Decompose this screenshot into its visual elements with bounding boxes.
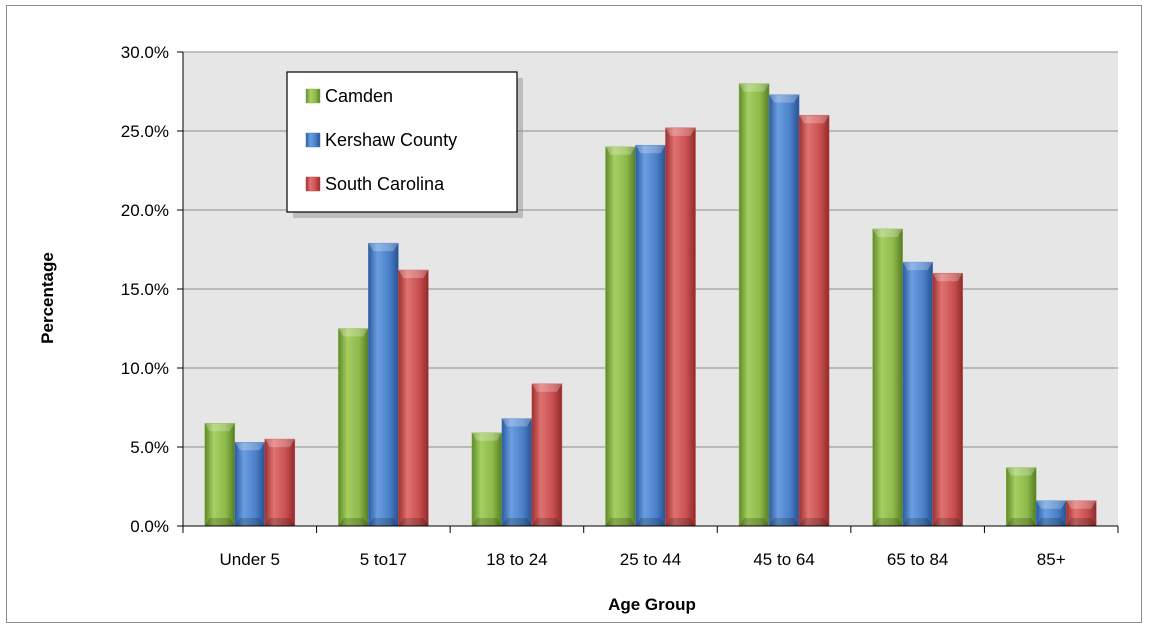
bar-kershaw-county bbox=[768, 94, 800, 527]
bar-camden bbox=[204, 423, 236, 527]
legend-item: Kershaw County bbox=[305, 130, 457, 150]
x-tick-label: 65 to 84 bbox=[887, 550, 948, 569]
y-tick-labels: 0.0% 5.0% 10.0% 15.0% 20.0% 25.0% 30.0% bbox=[121, 43, 183, 536]
legend-label: Kershaw County bbox=[325, 130, 457, 150]
x-tick-label: Under 5 bbox=[220, 550, 280, 569]
bar-south-carolina bbox=[665, 127, 696, 527]
bar-kershaw-county bbox=[501, 418, 533, 527]
bars bbox=[204, 83, 1097, 527]
y-tick-label: 0.0% bbox=[130, 517, 169, 536]
bar-camden bbox=[872, 228, 903, 527]
bar-south-carolina bbox=[798, 114, 830, 527]
y-axis-title: Percentage bbox=[38, 252, 57, 344]
y-tick-label: 25.0% bbox=[121, 122, 169, 141]
legend-swatch bbox=[305, 176, 321, 192]
x-tick-label: 5 to17 bbox=[360, 550, 407, 569]
y-tick-label: 30.0% bbox=[121, 43, 169, 62]
bar-south-carolina bbox=[264, 438, 296, 527]
y-tick-label: 10.0% bbox=[121, 359, 169, 378]
legend-swatch bbox=[305, 132, 321, 148]
legend-item: Camden bbox=[305, 86, 393, 106]
x-tick-label: 45 to 64 bbox=[753, 550, 814, 569]
bar-south-carolina bbox=[398, 269, 429, 527]
x-tick-label: 85+ bbox=[1037, 550, 1066, 569]
bar-camden bbox=[605, 146, 636, 527]
x-axis-title: Age Group bbox=[608, 595, 696, 614]
legend-item: South Carolina bbox=[305, 174, 445, 194]
legend-swatch bbox=[305, 88, 321, 104]
bar-kershaw-county bbox=[635, 144, 666, 527]
y-tick-label: 15.0% bbox=[121, 280, 169, 299]
bar-kershaw-county bbox=[368, 242, 399, 527]
bar-kershaw-county bbox=[1035, 500, 1067, 527]
x-tick-label: 18 to 24 bbox=[486, 550, 547, 569]
bar-south-carolina bbox=[531, 383, 563, 527]
legend-label: Camden bbox=[325, 86, 393, 106]
x-tick-label: 25 to 44 bbox=[620, 550, 681, 569]
bar-camden bbox=[471, 432, 503, 527]
x-tick-labels: Under 5 5 to17 18 to 24 25 to 44 45 to 64 65 … bbox=[182, 526, 1119, 569]
y-tick-label: 20.0% bbox=[121, 201, 169, 220]
bar-south-carolina bbox=[1065, 500, 1097, 527]
bar-kershaw-county bbox=[902, 261, 933, 527]
bar-kershaw-county bbox=[234, 442, 266, 527]
bar-camden bbox=[338, 328, 369, 527]
legend-label: South Carolina bbox=[325, 174, 445, 194]
bar-south-carolina bbox=[932, 272, 963, 527]
bar-camden bbox=[738, 83, 770, 527]
y-tick-label: 5.0% bbox=[130, 438, 169, 457]
legend: Camden Kershaw County South Carolina bbox=[286, 71, 523, 218]
bar-camden bbox=[1005, 467, 1037, 527]
